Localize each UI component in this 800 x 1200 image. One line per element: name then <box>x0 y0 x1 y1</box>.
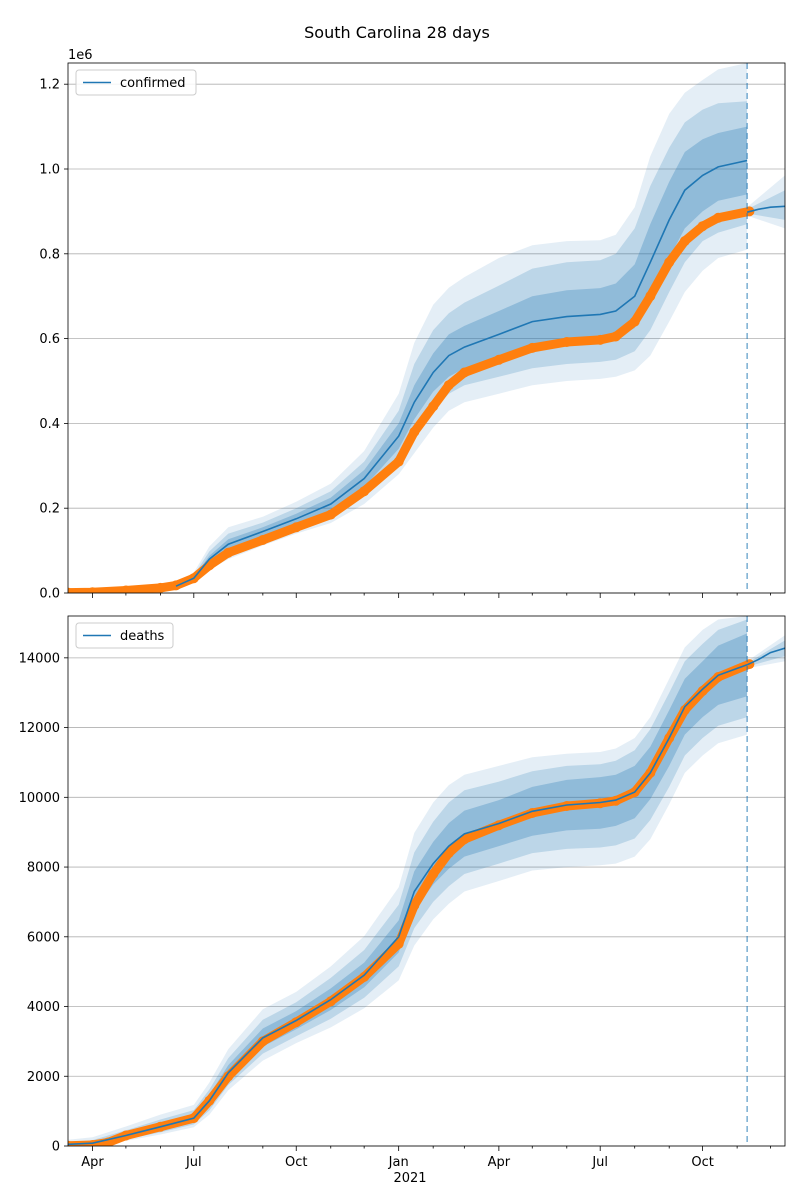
deaths-observed-point <box>393 938 404 949</box>
confirmed-observed-point <box>359 486 370 497</box>
deaths-legend-label: deaths <box>120 629 165 644</box>
confirmed-legend: confirmed <box>75 69 197 96</box>
deaths-observed-point <box>443 848 454 859</box>
confirmed-observed-point <box>120 585 131 593</box>
deaths-panel: 2021 0 2000 4000 6000 8000 10000 12000 14000 Apr… <box>19 615 786 1186</box>
deaths-observed-point <box>257 1036 268 1047</box>
confirmed-observed-point <box>428 401 439 412</box>
deaths-x-tick-label: Apr <box>81 1155 104 1170</box>
deaths-observed-point <box>697 686 708 696</box>
deaths-legend-box <box>75 622 174 649</box>
confirmed-observed-point <box>629 316 640 327</box>
deaths-confidence-band <box>68 619 748 1146</box>
confirmed-observed-point <box>459 367 470 378</box>
deaths-axes-frame <box>67 615 786 1147</box>
confirmed-observed-point <box>68 587 73 593</box>
deaths-x-tick-label: Jul <box>185 1155 202 1170</box>
confirmed-legend-label: confirmed <box>120 76 186 91</box>
deaths-y-tick-label: 8000 <box>27 861 60 876</box>
deaths-model-line <box>68 664 748 1146</box>
confirmed-observed-point <box>610 331 621 342</box>
confirmed-observed-point <box>325 509 336 520</box>
confirmed-observed-point <box>645 291 656 302</box>
confirmed-observed-point <box>664 257 675 268</box>
confirmed-observed-point <box>713 212 724 223</box>
confirmed-observed-point <box>87 587 98 593</box>
deaths-y-tick-label: 0 <box>52 1140 60 1155</box>
confirmed-y-tick-label: 1.0 <box>39 163 60 178</box>
confirmed-observed-point <box>697 221 708 232</box>
deaths-observed-point <box>428 869 439 879</box>
confirmed-model-line <box>175 159 748 587</box>
deaths-x-tick-label: Jul <box>591 1155 608 1170</box>
deaths-x-tick-label: Oct <box>691 1155 713 1170</box>
confirmed-confidence-band <box>176 101 748 588</box>
confirmed-confidence-band <box>176 126 748 588</box>
deaths-confidence-band <box>68 616 748 1146</box>
deaths-x-tick-label: Apr <box>488 1155 511 1170</box>
confirmed-axes-frame <box>67 62 786 594</box>
confirmed-y-tick-label: 0.0 <box>39 587 60 602</box>
deaths-x-tick-label: Jan <box>388 1155 409 1170</box>
confirmed-forecast-line <box>746 205 785 213</box>
deaths-y-tick-label: 12000 <box>19 721 60 736</box>
confirmed-confidence-band <box>747 190 785 220</box>
deaths-observed-point <box>325 996 336 1007</box>
deaths-year-label: 2021 <box>393 1171 426 1186</box>
deaths-y-tick-label: 2000 <box>27 1070 60 1085</box>
confirmed-observed-point <box>527 342 538 353</box>
deaths-observed-point <box>223 1071 234 1082</box>
confirmed-observed-point <box>393 456 404 467</box>
deaths-observed-point <box>561 801 572 811</box>
confirmed-observed-point <box>155 582 166 593</box>
deaths-y-tick-label: 4000 <box>27 1000 60 1015</box>
confirmed-offset-label: 1e6 <box>68 48 93 63</box>
confirmed-observed-point <box>595 334 606 345</box>
confirmed-observed-point <box>223 547 234 558</box>
confirmed-confidence-band <box>176 63 748 589</box>
deaths-y-tick-label: 10000 <box>19 791 60 806</box>
confirmed-y-tick-label: 0.2 <box>39 502 60 517</box>
deaths-observed-point <box>359 971 370 982</box>
confirmed-y-tick-label: 0.4 <box>39 417 60 432</box>
confirmed-observed-point <box>679 236 690 247</box>
deaths-x-tick-label: Oct <box>285 1155 307 1170</box>
confirmed-observed-point <box>493 354 504 365</box>
confirmed-observed-point <box>443 380 454 391</box>
confirmed-confidence-band <box>747 175 785 229</box>
deaths-y-tick-label: 14000 <box>19 651 60 666</box>
confirmed-panel: 1e6 0.0 0.2 0.4 0.6 0.8 1.0 1.2 confirmed <box>39 48 786 602</box>
confirmed-observed-point <box>204 560 215 571</box>
deaths-plot-area <box>68 616 785 1146</box>
confirmed-plot-area <box>68 63 785 593</box>
confirmed-y-tick-label: 0.8 <box>39 247 60 262</box>
confirmed-observed-point <box>257 535 268 545</box>
confirmed-observed-point <box>291 522 302 533</box>
confirmed-observed-point <box>561 337 572 347</box>
confirmed-y-tick-label: 1.2 <box>39 78 60 93</box>
deaths-forecast-line <box>746 647 785 666</box>
confirmed-observed-point <box>409 426 420 437</box>
figure-title: South Carolina 28 days <box>304 23 490 42</box>
deaths-y-tick-label: 6000 <box>27 930 60 945</box>
deaths-observed-point <box>409 900 420 911</box>
confirmed-y-tick-label: 0.6 <box>39 332 60 347</box>
deaths-legend: deaths <box>75 622 174 649</box>
confirmed-legend-box <box>75 69 197 96</box>
